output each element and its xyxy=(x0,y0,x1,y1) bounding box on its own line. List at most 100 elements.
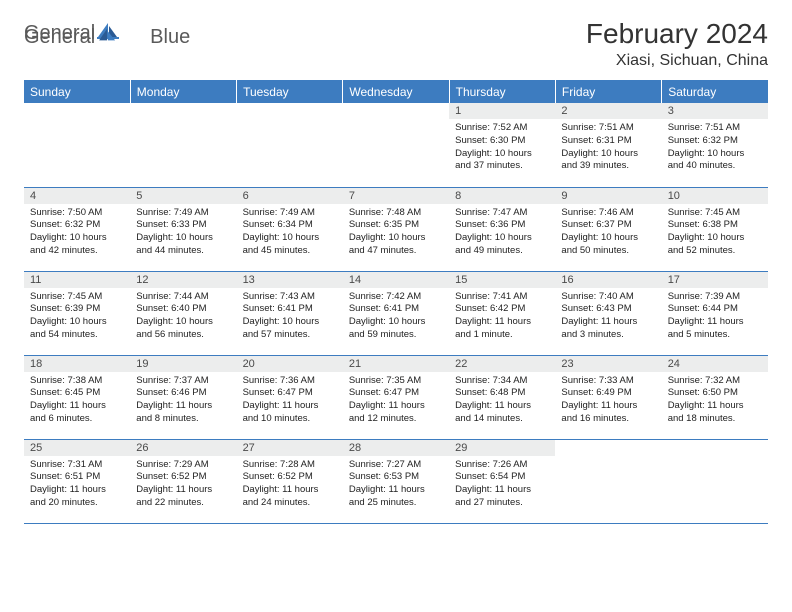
daylight-text: Daylight: 10 hours and 56 minutes. xyxy=(136,316,230,342)
sunrise-text: Sunrise: 7:50 AM xyxy=(30,207,124,220)
day-cell: 4Sunrise: 7:50 AMSunset: 6:32 PMDaylight… xyxy=(24,187,130,271)
day-number: 19 xyxy=(130,356,236,372)
day-number: 27 xyxy=(237,440,343,456)
day-number: 21 xyxy=(343,356,449,372)
day-number: 10 xyxy=(662,188,768,204)
day-cell: 7Sunrise: 7:48 AMSunset: 6:35 PMDaylight… xyxy=(343,187,449,271)
daylight-text: Daylight: 10 hours and 49 minutes. xyxy=(455,232,549,258)
day-cell: 8Sunrise: 7:47 AMSunset: 6:36 PMDaylight… xyxy=(449,187,555,271)
day-cell xyxy=(24,103,130,187)
day-cell: 2Sunrise: 7:51 AMSunset: 6:31 PMDaylight… xyxy=(555,103,661,187)
day-cell: 18Sunrise: 7:38 AMSunset: 6:45 PMDayligh… xyxy=(24,355,130,439)
sunset-text: Sunset: 6:35 PM xyxy=(349,219,443,232)
sunset-text: Sunset: 6:54 PM xyxy=(455,471,549,484)
day-details: Sunrise: 7:51 AMSunset: 6:31 PMDaylight:… xyxy=(555,119,661,177)
sunrise-text: Sunrise: 7:41 AM xyxy=(455,291,549,304)
sunset-text: Sunset: 6:42 PM xyxy=(455,303,549,316)
day-cell: 23Sunrise: 7:33 AMSunset: 6:49 PMDayligh… xyxy=(555,355,661,439)
daylight-text: Daylight: 10 hours and 42 minutes. xyxy=(30,232,124,258)
day-details: Sunrise: 7:42 AMSunset: 6:41 PMDaylight:… xyxy=(343,288,449,346)
day-details: Sunrise: 7:50 AMSunset: 6:32 PMDaylight:… xyxy=(24,204,130,262)
day-cell xyxy=(555,439,661,523)
daylight-text: Daylight: 11 hours and 16 minutes. xyxy=(561,400,655,426)
day-number: 25 xyxy=(24,440,130,456)
sunset-text: Sunset: 6:52 PM xyxy=(136,471,230,484)
day-details: Sunrise: 7:37 AMSunset: 6:46 PMDaylight:… xyxy=(130,372,236,430)
weekday-header: Sunday xyxy=(24,81,130,104)
day-cell: 11Sunrise: 7:45 AMSunset: 6:39 PMDayligh… xyxy=(24,271,130,355)
logo-text-general: General xyxy=(24,26,95,49)
day-cell: 27Sunrise: 7:28 AMSunset: 6:52 PMDayligh… xyxy=(237,439,343,523)
weekday-header-row: Sunday Monday Tuesday Wednesday Thursday… xyxy=(24,81,768,104)
sunset-text: Sunset: 6:47 PM xyxy=(243,387,337,400)
sunrise-text: Sunrise: 7:31 AM xyxy=(30,459,124,472)
daylight-text: Daylight: 10 hours and 45 minutes. xyxy=(243,232,337,258)
day-cell xyxy=(237,103,343,187)
day-details: Sunrise: 7:49 AMSunset: 6:33 PMDaylight:… xyxy=(130,204,236,262)
day-details: Sunrise: 7:49 AMSunset: 6:34 PMDaylight:… xyxy=(237,204,343,262)
title-block: February 2024 Xiasi, Sichuan, China xyxy=(586,18,768,70)
sunset-text: Sunset: 6:48 PM xyxy=(455,387,549,400)
day-number: 17 xyxy=(662,272,768,288)
day-cell: 14Sunrise: 7:42 AMSunset: 6:41 PMDayligh… xyxy=(343,271,449,355)
day-number: 4 xyxy=(24,188,130,204)
day-cell: 29Sunrise: 7:26 AMSunset: 6:54 PMDayligh… xyxy=(449,439,555,523)
day-number: 1 xyxy=(449,103,555,119)
day-details: Sunrise: 7:31 AMSunset: 6:51 PMDaylight:… xyxy=(24,456,130,514)
sunset-text: Sunset: 6:30 PM xyxy=(455,135,549,148)
daylight-text: Daylight: 10 hours and 59 minutes. xyxy=(349,316,443,342)
day-details: Sunrise: 7:45 AMSunset: 6:38 PMDaylight:… xyxy=(662,204,768,262)
logo-text-blue: Blue xyxy=(150,26,190,49)
day-number: 23 xyxy=(555,356,661,372)
sunrise-text: Sunrise: 7:49 AM xyxy=(243,207,337,220)
sunset-text: Sunset: 6:38 PM xyxy=(668,219,762,232)
day-cell: 25Sunrise: 7:31 AMSunset: 6:51 PMDayligh… xyxy=(24,439,130,523)
daylight-text: Daylight: 11 hours and 20 minutes. xyxy=(30,484,124,510)
daylight-text: Daylight: 10 hours and 44 minutes. xyxy=(136,232,230,258)
daylight-text: Daylight: 11 hours and 24 minutes. xyxy=(243,484,337,510)
day-cell: 10Sunrise: 7:45 AMSunset: 6:38 PMDayligh… xyxy=(662,187,768,271)
daylight-text: Daylight: 10 hours and 52 minutes. xyxy=(668,232,762,258)
calendar-table: Sunday Monday Tuesday Wednesday Thursday… xyxy=(24,80,768,524)
day-cell: 9Sunrise: 7:46 AMSunset: 6:37 PMDaylight… xyxy=(555,187,661,271)
day-number: 8 xyxy=(449,188,555,204)
sunrise-text: Sunrise: 7:40 AM xyxy=(561,291,655,304)
sunset-text: Sunset: 6:37 PM xyxy=(561,219,655,232)
day-details: Sunrise: 7:27 AMSunset: 6:53 PMDaylight:… xyxy=(343,456,449,514)
day-cell: 19Sunrise: 7:37 AMSunset: 6:46 PMDayligh… xyxy=(130,355,236,439)
daylight-text: Daylight: 10 hours and 57 minutes. xyxy=(243,316,337,342)
day-number: 6 xyxy=(237,188,343,204)
sunset-text: Sunset: 6:45 PM xyxy=(30,387,124,400)
day-details: Sunrise: 7:26 AMSunset: 6:54 PMDaylight:… xyxy=(449,456,555,514)
day-number: 7 xyxy=(343,188,449,204)
sunset-text: Sunset: 6:51 PM xyxy=(30,471,124,484)
weekday-header: Wednesday xyxy=(343,81,449,104)
day-number: 2 xyxy=(555,103,661,119)
sunset-text: Sunset: 6:31 PM xyxy=(561,135,655,148)
sunrise-text: Sunrise: 7:39 AM xyxy=(668,291,762,304)
day-cell: 3Sunrise: 7:51 AMSunset: 6:32 PMDaylight… xyxy=(662,103,768,187)
sunset-text: Sunset: 6:41 PM xyxy=(349,303,443,316)
day-details: Sunrise: 7:36 AMSunset: 6:47 PMDaylight:… xyxy=(237,372,343,430)
day-details: Sunrise: 7:39 AMSunset: 6:44 PMDaylight:… xyxy=(662,288,768,346)
day-cell xyxy=(662,439,768,523)
sunset-text: Sunset: 6:46 PM xyxy=(136,387,230,400)
day-cell: 17Sunrise: 7:39 AMSunset: 6:44 PMDayligh… xyxy=(662,271,768,355)
sunrise-text: Sunrise: 7:33 AM xyxy=(561,375,655,388)
month-title: February 2024 xyxy=(586,18,768,50)
week-row: 18Sunrise: 7:38 AMSunset: 6:45 PMDayligh… xyxy=(24,355,768,439)
daylight-text: Daylight: 10 hours and 54 minutes. xyxy=(30,316,124,342)
day-cell xyxy=(343,103,449,187)
day-number xyxy=(130,103,236,121)
sunrise-text: Sunrise: 7:32 AM xyxy=(668,375,762,388)
day-details: Sunrise: 7:29 AMSunset: 6:52 PMDaylight:… xyxy=(130,456,236,514)
daylight-text: Daylight: 10 hours and 37 minutes. xyxy=(455,148,549,174)
sunrise-text: Sunrise: 7:26 AM xyxy=(455,459,549,472)
day-number: 22 xyxy=(449,356,555,372)
day-number: 24 xyxy=(662,356,768,372)
day-details: Sunrise: 7:32 AMSunset: 6:50 PMDaylight:… xyxy=(662,372,768,430)
day-cell xyxy=(130,103,236,187)
location-label: Xiasi, Sichuan, China xyxy=(586,52,768,70)
logo-sail-icon xyxy=(98,27,118,48)
day-cell: 20Sunrise: 7:36 AMSunset: 6:47 PMDayligh… xyxy=(237,355,343,439)
